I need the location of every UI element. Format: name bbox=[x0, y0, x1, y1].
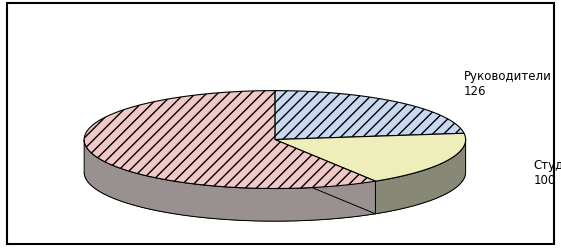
Text: Руководители
126: Руководители 126 bbox=[464, 69, 551, 97]
Polygon shape bbox=[375, 140, 466, 214]
Polygon shape bbox=[84, 91, 375, 189]
Polygon shape bbox=[275, 140, 375, 214]
Text: Студенты
100: Студенты 100 bbox=[534, 158, 561, 186]
Polygon shape bbox=[275, 91, 464, 140]
Polygon shape bbox=[275, 134, 466, 182]
Polygon shape bbox=[275, 140, 375, 214]
Polygon shape bbox=[84, 140, 375, 221]
